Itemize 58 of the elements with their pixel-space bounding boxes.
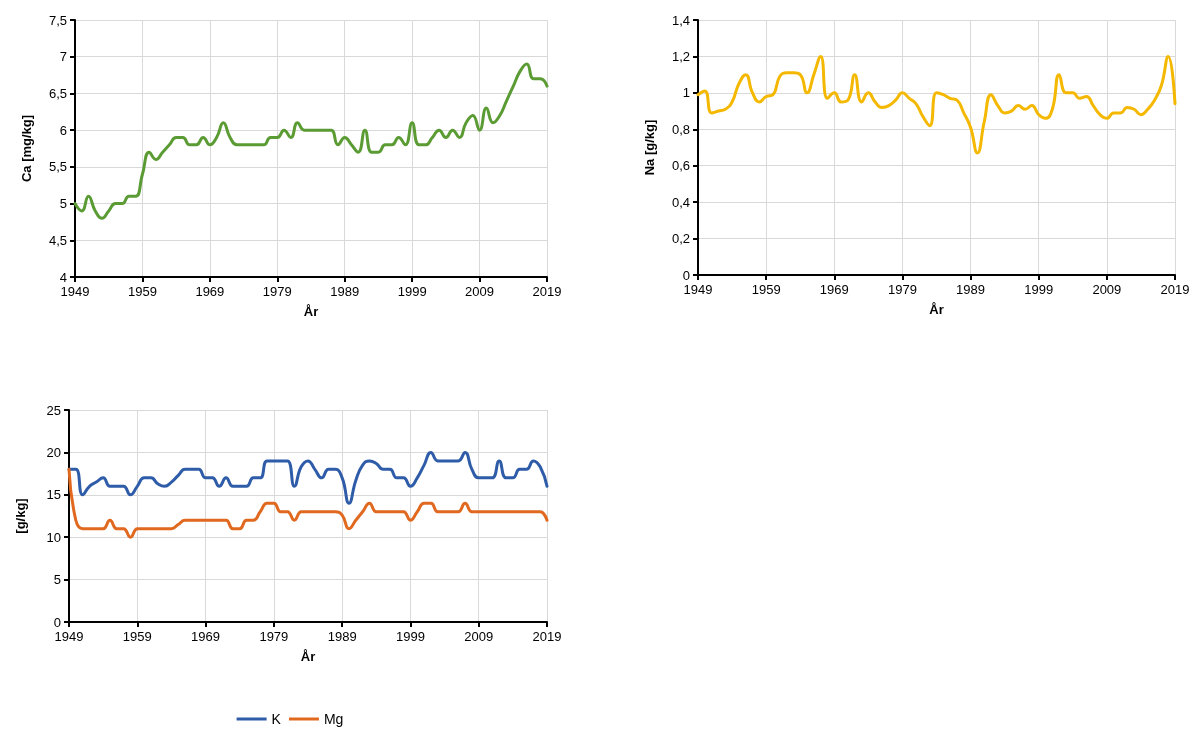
y-tick-label: 0,4 <box>671 194 690 210</box>
x-tick-label: 1959 <box>751 282 781 297</box>
y-tick-label: 0,8 <box>671 121 690 137</box>
x-tick-label: 2009 <box>464 629 494 644</box>
y-tick-label: 20 <box>46 444 61 460</box>
x-axis-title: År <box>303 304 319 319</box>
y-axis-title: Ca [mg/kg] <box>19 114 34 183</box>
line-series <box>67 467 549 539</box>
y-tick-label: 10 <box>46 529 61 545</box>
x-axis-title: År <box>929 302 944 317</box>
x-tick-label: 1999 <box>395 629 425 644</box>
x-tick-label: 1969 <box>819 282 849 297</box>
x-tick-label: 2019 <box>1160 282 1190 297</box>
line-series <box>696 54 1177 155</box>
x-tick-label: 2009 <box>465 284 495 299</box>
y-tick-label: 6,5 <box>48 85 67 101</box>
y-tick-label: 0 <box>53 614 61 630</box>
x-tick-label: 1949 <box>683 282 713 297</box>
y-tick-label: 0 <box>682 267 690 283</box>
y-tick-label: 5 <box>53 572 61 588</box>
line-series <box>73 62 549 220</box>
x-tick-label: 1979 <box>259 629 289 644</box>
x-tick-label: 1949 <box>54 629 84 644</box>
y-axis-title: Na [g/kg] <box>642 119 657 176</box>
x-tick-label: 1959 <box>127 284 157 299</box>
line-series <box>67 450 549 505</box>
y-tick-label: 4,5 <box>48 232 67 248</box>
x-tick-label: 1989 <box>330 284 360 299</box>
y-tick-label: 1,2 <box>671 48 690 64</box>
y-tick-label: 7 <box>59 49 67 65</box>
x-tick-label: 1969 <box>191 629 221 644</box>
y-axis-title: [g/kg] <box>13 498 28 534</box>
y-tick-label: 5 <box>59 196 67 212</box>
y-tick-label: 7,5 <box>48 12 67 28</box>
x-tick-label: 1989 <box>956 282 986 297</box>
x-tick-label: 1949 <box>60 284 90 299</box>
legend-label: K <box>271 711 282 727</box>
x-tick-label: 1979 <box>262 284 292 299</box>
y-tick-label: 25 <box>46 402 61 418</box>
legend-label: Mg <box>323 711 344 727</box>
x-tick-label: 2009 <box>1092 282 1122 297</box>
y-tick-label: 4 <box>59 269 67 285</box>
y-tick-label: 6 <box>59 122 67 138</box>
y-tick-label: 1,4 <box>671 12 690 28</box>
y-tick-label: 0,6 <box>671 158 690 174</box>
y-tick-label: 1 <box>682 85 690 101</box>
x-tick-label: 1999 <box>397 284 427 299</box>
x-axis-title: År <box>300 649 316 664</box>
x-tick-label: 1979 <box>887 282 917 297</box>
x-tick-label: 1969 <box>195 284 225 299</box>
x-tick-label: 1999 <box>1024 282 1054 297</box>
x-tick-label: 1959 <box>122 629 152 644</box>
y-tick-label: 5,5 <box>48 159 67 175</box>
y-tick-label: 0,2 <box>671 231 690 247</box>
x-tick-label: 2019 <box>532 629 562 644</box>
y-tick-label: 15 <box>46 487 61 503</box>
x-tick-label: 1989 <box>327 629 357 644</box>
x-tick-label: 2019 <box>532 284 562 299</box>
